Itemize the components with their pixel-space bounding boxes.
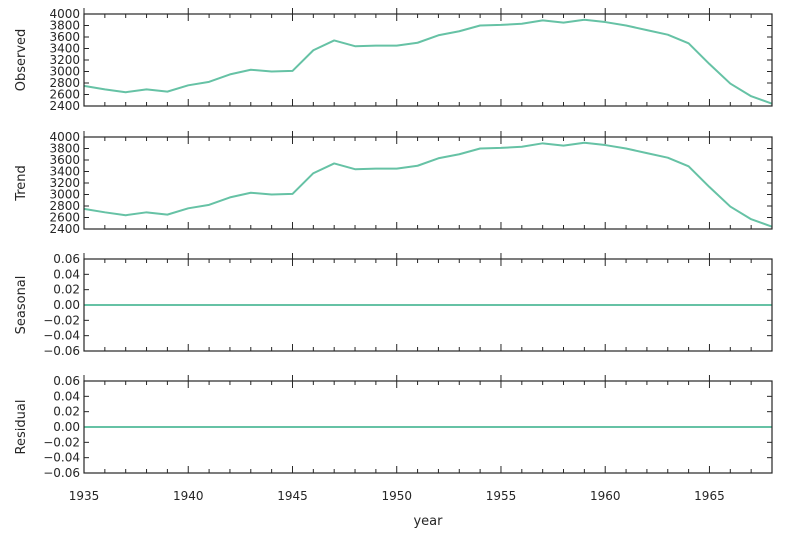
- trend-y-label: Trend: [14, 165, 29, 202]
- x-tick-label: 1945: [277, 489, 308, 503]
- seasonal-panel: −0.06−0.04 −0.020.000.02 0.040.06 Seasonal: [14, 252, 773, 358]
- trend-axes-frame: [83, 136, 773, 230]
- y-tick-label: 3800: [49, 142, 80, 156]
- y-tick-label: −0.04: [43, 329, 80, 343]
- observed-series-line: [83, 18, 773, 105]
- y-tick-label: −0.02: [43, 313, 80, 327]
- y-tick-label: 2800: [49, 199, 80, 213]
- y-tick-label: 0.04: [53, 389, 80, 403]
- y-tick-label: 0.00: [53, 420, 80, 434]
- y-tick-label: −0.06: [43, 466, 80, 480]
- y-tick-label: 0.04: [53, 267, 80, 281]
- y-tick-label: 3600: [49, 30, 80, 44]
- seasonal-axes-frame: [83, 258, 773, 352]
- y-tick-label: 0.00: [53, 298, 80, 312]
- y-tick-label: 2600: [49, 88, 80, 102]
- y-tick-label: 0.02: [53, 283, 80, 297]
- x-tick-label: 1965: [694, 489, 725, 503]
- y-tick-label: 0.02: [53, 405, 80, 419]
- y-tick-label: 4000: [49, 130, 80, 144]
- y-tick-label: 3200: [49, 53, 80, 67]
- y-tick-label: −0.02: [43, 435, 80, 449]
- y-tick-label: 3200: [49, 176, 80, 190]
- y-tick-label: 3000: [49, 65, 80, 79]
- y-tick-label: 2800: [49, 76, 80, 90]
- residual-panel: −0.06−0.04 −0.020.000.02 0.040.06 Residual 1…: [14, 374, 773, 503]
- observed-y-label: Observed: [14, 29, 29, 92]
- x-tick-label: 1955: [486, 489, 517, 503]
- x-tick-label: 1950: [381, 489, 412, 503]
- y-tick-label: 2400: [49, 222, 80, 236]
- residual-y-label: Residual: [14, 400, 29, 455]
- y-tick-label: 0.06: [53, 374, 80, 388]
- y-tick-label: 2600: [49, 211, 80, 225]
- seasonal-y-label: Seasonal: [14, 276, 29, 335]
- x-tick-label: 1935: [69, 489, 100, 503]
- x-tick-label: 1960: [590, 489, 621, 503]
- y-tick-label: 2400: [49, 99, 80, 113]
- observed-axes-frame: [83, 13, 773, 107]
- y-tick-label: 3600: [49, 153, 80, 167]
- y-tick-label: −0.06: [43, 344, 80, 358]
- y-tick-label: 3400: [49, 42, 80, 56]
- trend-series-line: [83, 141, 773, 228]
- y-tick-label: −0.04: [43, 451, 80, 465]
- y-tick-label: 3400: [49, 165, 80, 179]
- x-tick-label: 1940: [173, 489, 204, 503]
- y-tick-label: 3800: [49, 19, 80, 33]
- y-tick-label: 3000: [49, 188, 80, 202]
- y-tick-label: 0.06: [53, 252, 80, 266]
- x-axis-label: year: [413, 514, 443, 529]
- y-tick-label: 4000: [49, 7, 80, 21]
- residual-axes-frame: [83, 380, 773, 474]
